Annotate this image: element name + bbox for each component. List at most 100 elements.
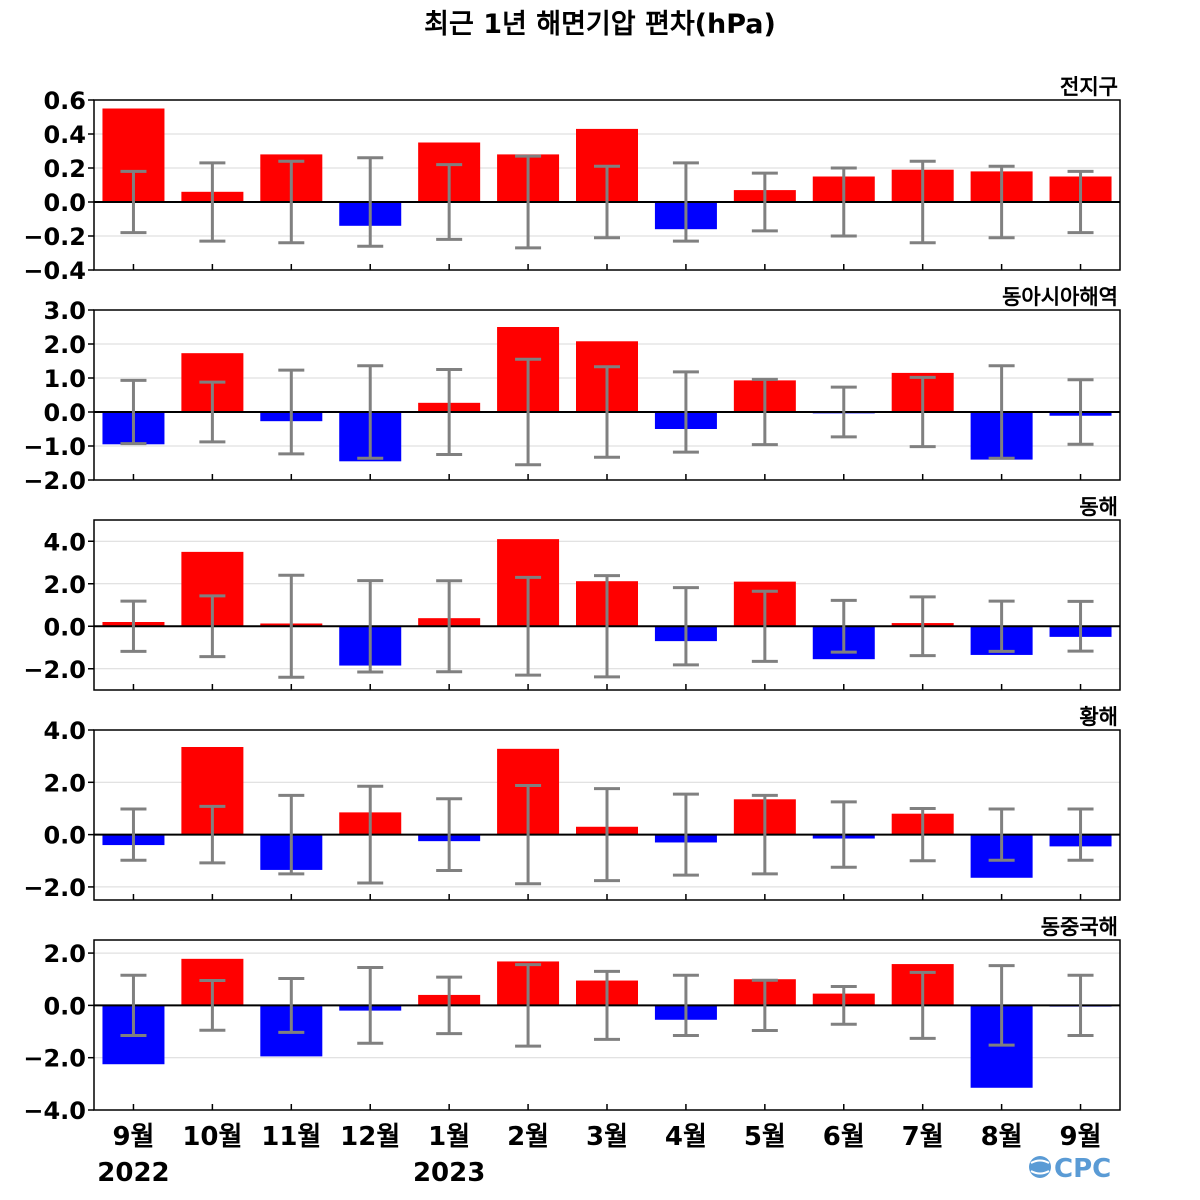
chart-title: 최근 1년 해면기압 편차(hPa) [424,9,776,40]
error-bar [594,574,620,679]
y-tick-label: 2.0 [43,940,86,968]
y-tick-label: 2.0 [43,769,86,797]
y-tick-label: 0.6 [43,87,86,115]
error-bar [515,154,542,250]
error-bar [1067,973,1094,1037]
error-bar [120,973,147,1037]
y-tick-label: −1.0 [23,433,86,461]
error-bar [1067,807,1094,862]
error-bar [672,161,699,243]
error-bar [672,370,699,454]
error-bar [830,598,857,654]
region-label: 동중국해 [1041,915,1118,939]
error-bar [909,806,936,863]
y-tick-label: 0.0 [43,822,86,850]
error-bar [120,378,147,446]
error-bar [120,169,147,235]
error-bar [909,159,936,245]
error-bar [120,599,147,653]
error-bar [988,964,1015,1047]
x-tick-label: 9월 [112,1122,154,1152]
error-bar [278,976,305,1034]
cpc-logo: CPC [1029,1154,1111,1184]
error-bar [830,800,857,869]
error-bar [436,797,463,872]
y-tick-label: −0.4 [23,257,86,285]
x-tick-label: 1월 [428,1122,470,1152]
panel-3: −2.0 0.0 2.0 4.0 동해 [23,495,1121,691]
x-tick-label: 3월 [586,1122,628,1152]
year-label: 2023 [413,1158,485,1188]
error-bar [357,364,384,460]
y-tick-label: 4.0 [43,717,86,745]
error-bar [278,159,305,245]
error-bar [357,965,384,1045]
y-tick-label: 0.4 [43,121,86,149]
x-tick-label: 6월 [823,1122,865,1152]
error-bar [909,970,936,1040]
error-bar [988,599,1015,653]
y-tick-label: −4.0 [23,1097,86,1125]
error-bar [830,985,857,1026]
logo-globe-lines-icon [1030,1159,1050,1175]
region-label: 황해 [1079,705,1118,729]
error-bar [751,589,778,663]
y-tick-label: 0.0 [43,189,86,217]
x-tick-label: 7월 [902,1122,944,1152]
y-tick-label: 2.0 [43,571,86,599]
y-tick-label: −2.0 [23,656,86,684]
x-tick-label: 2월 [507,1122,549,1152]
error-bar [751,171,778,233]
error-bar [909,595,936,658]
y-tick-label: −0.2 [23,223,86,251]
error-bar [672,586,699,667]
error-bar [515,783,542,886]
y-tick-label: −2.0 [23,874,86,902]
y-tick-label: 0.0 [43,613,86,641]
error-bar [199,594,226,659]
error-bar [988,807,1015,862]
error-bar [357,784,384,885]
y-tick-label: 0.0 [43,992,86,1020]
error-bar [988,164,1015,240]
error-bar [594,969,620,1041]
error-bar [278,793,305,876]
error-bar [199,804,226,865]
error-bar [830,166,857,238]
error-bar [199,380,226,444]
y-tick-label: 1.0 [43,365,86,393]
x-tick-label: 12월 [340,1122,400,1152]
panel-1: −0.4 −0.2 0.0 0.2 0.4 0.6 전지구 [23,75,1121,285]
panel-2: −2.0 −1.0 0.0 1.0 2.0 3.0 동아시아해역 [23,285,1121,495]
error-bar [199,161,226,243]
error-bar [594,365,620,459]
error-bar [1067,599,1094,653]
panel-5: −4.0 −2.0 0.0 2.0 동중국해 [23,915,1121,1125]
error-bar [594,787,620,883]
error-bar [436,163,463,241]
x-tick-label: 10월 [182,1122,242,1152]
y-tick-label: 4.0 [43,528,86,556]
error-bar [120,807,147,862]
error-bar [751,377,778,447]
y-tick-label: −2.0 [23,467,86,495]
y-tick-label: 0.2 [43,155,86,183]
y-tick-label: −2.0 [23,1045,86,1073]
error-bar [1067,378,1094,446]
x-tick-label: 11월 [261,1122,321,1152]
error-bar [436,368,463,456]
region-label: 전지구 [1060,75,1118,99]
x-tick-label: 4월 [665,1122,707,1152]
error-bar [199,979,226,1032]
error-bar [436,579,463,674]
region-label: 동아시아해역 [1002,285,1118,309]
error-bar [278,573,305,679]
error-bar [515,357,542,467]
error-bar [278,368,305,456]
error-bar [672,792,699,877]
error-bar [1067,169,1094,235]
year-label: 2022 [97,1158,169,1188]
error-bar [909,375,936,449]
error-bar [751,793,778,876]
